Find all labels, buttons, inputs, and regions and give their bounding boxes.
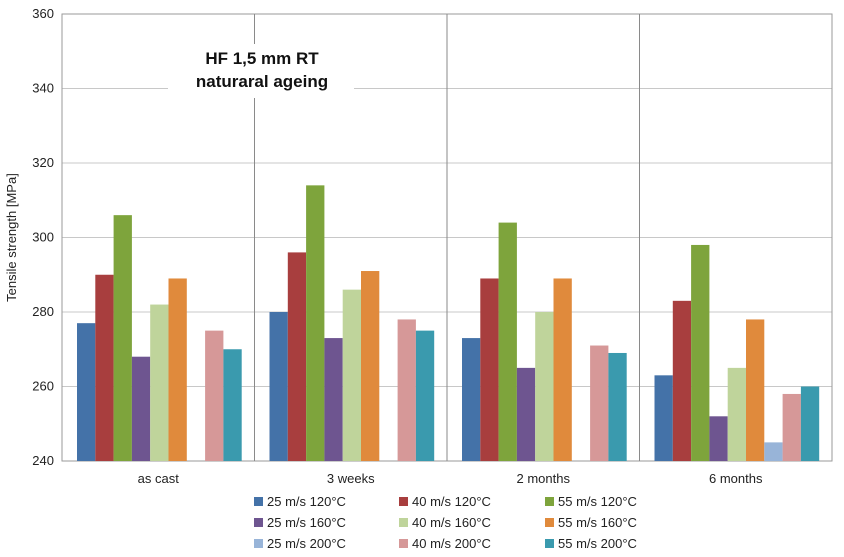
bar — [269, 312, 288, 461]
bars — [77, 185, 820, 461]
bar — [95, 274, 114, 461]
bar — [306, 185, 325, 461]
y-tick-label: 280 — [32, 304, 54, 319]
y-tick-label: 260 — [32, 379, 54, 394]
bar — [608, 352, 627, 461]
legend-swatch — [399, 518, 408, 527]
y-tick-label: 300 — [32, 230, 54, 245]
bar — [462, 338, 481, 461]
bar — [205, 330, 224, 461]
bar — [150, 304, 169, 461]
legend-label: 25 m/s 160°C — [267, 515, 346, 530]
y-tick-label: 320 — [32, 155, 54, 170]
bar — [168, 278, 187, 461]
bar — [480, 278, 499, 461]
legend-label: 40 m/s 200°C — [412, 536, 491, 551]
annotation-box — [168, 44, 354, 98]
bar — [764, 442, 783, 461]
legend-swatch — [254, 497, 263, 506]
y-tick-label: 240 — [32, 453, 54, 468]
bar — [361, 271, 380, 461]
x-tick-label: as cast — [138, 471, 180, 486]
bar — [77, 323, 96, 461]
bar — [691, 244, 710, 461]
legend-label: 25 m/s 120°C — [267, 494, 346, 509]
annotation: HF 1,5 mm RT naturaral ageing — [168, 44, 354, 98]
bar — [709, 416, 728, 461]
bar — [516, 367, 536, 461]
bar — [131, 356, 151, 461]
legend-swatch — [545, 539, 554, 548]
bar — [342, 289, 361, 461]
bar — [800, 386, 820, 461]
x-tick-label: 3 weeks — [327, 471, 375, 486]
legend-swatch — [399, 539, 408, 548]
bar — [535, 312, 554, 461]
legend-label: 55 m/s 200°C — [558, 536, 637, 551]
legend-label: 40 m/s 120°C — [412, 494, 491, 509]
bar — [397, 319, 416, 461]
bar — [324, 338, 343, 461]
legend: 25 m/s 120°C 40 m/s 120°C 55 m/s 120°C 25 m… — [254, 494, 637, 551]
bar — [590, 345, 609, 461]
annotation-text: HF 1,5 mm RT — [205, 49, 319, 68]
legend-swatch — [254, 518, 263, 527]
y-axis-title: Tensile strength [MPa] — [4, 173, 19, 302]
legend-label: 25 m/s 200°C — [267, 536, 346, 551]
y-tick-label: 340 — [32, 81, 54, 96]
bar — [654, 375, 673, 461]
bar — [672, 300, 692, 461]
bar — [223, 349, 242, 461]
legend-swatch — [545, 497, 554, 506]
legend-swatch — [545, 518, 554, 527]
bar — [782, 393, 801, 461]
legend-label: 55 m/s 120°C — [558, 494, 637, 509]
x-tick-label: 6 months — [709, 471, 763, 486]
bar — [498, 222, 517, 461]
bar — [113, 215, 132, 461]
bar — [553, 278, 572, 461]
annotation-text: naturaral ageing — [196, 72, 328, 91]
legend-label: 40 m/s 160°C — [412, 515, 491, 530]
bar — [287, 252, 307, 461]
axes: 240 260 280 300 320 340 360 as cast 3 weeks 2 mon… — [4, 6, 763, 486]
legend-label: 55 m/s 160°C — [558, 515, 637, 530]
bar — [746, 319, 765, 461]
bar — [727, 367, 746, 461]
legend-swatch — [254, 539, 263, 548]
x-tick-label: 2 months — [517, 471, 571, 486]
legend-swatch — [399, 497, 408, 506]
y-tick-label: 360 — [32, 6, 54, 21]
bar — [415, 330, 435, 461]
